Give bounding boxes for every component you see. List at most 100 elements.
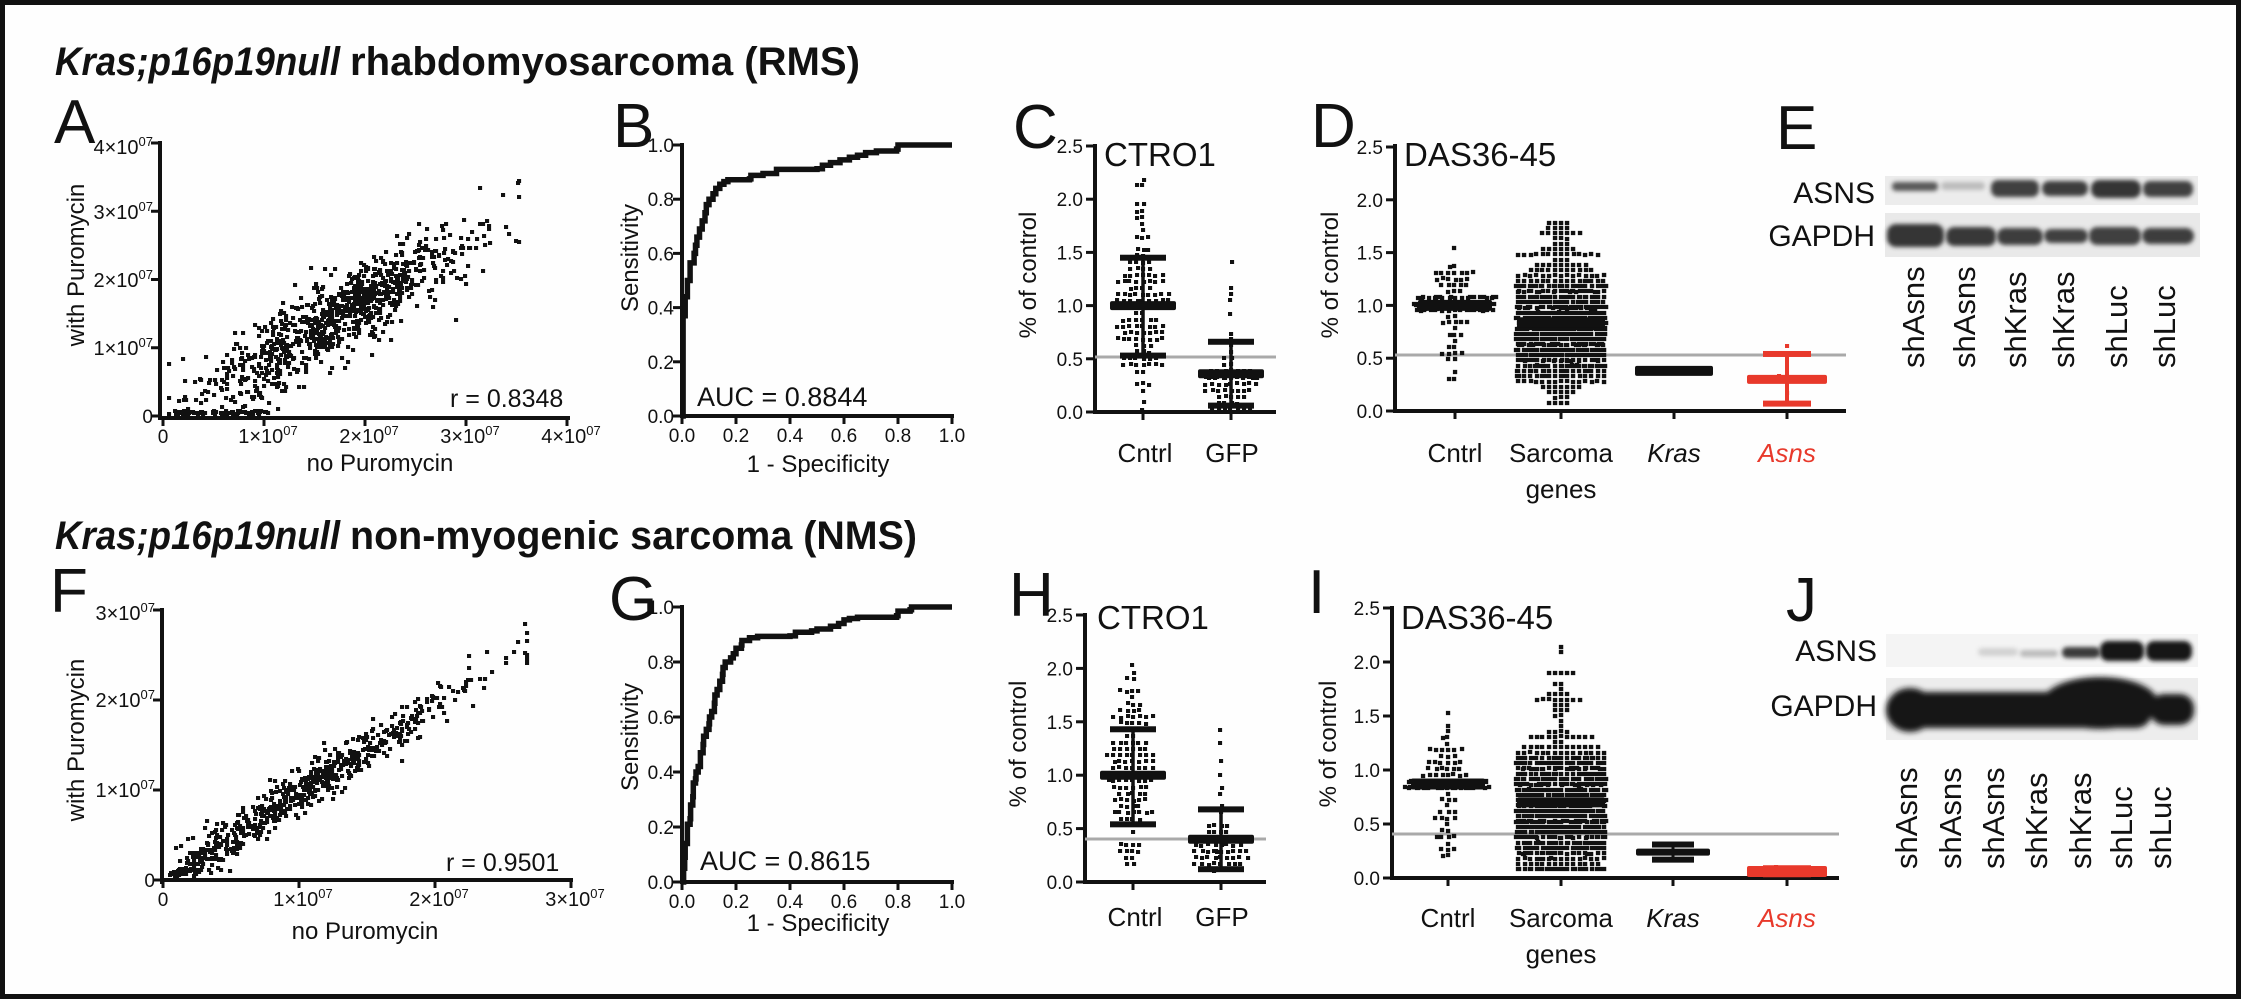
svg-text:F: F: [50, 557, 88, 626]
svg-text:D: D: [1311, 92, 1356, 161]
svg-text:1.0: 1.0: [1357, 296, 1383, 317]
svg-text:non-myogenic sarcoma (NMS): non-myogenic sarcoma (NMS): [350, 514, 917, 558]
svg-text:1 - Specificity: 1 - Specificity: [747, 910, 890, 937]
svg-text:Sensitivity: Sensitivity: [617, 204, 644, 312]
svg-text:0.0: 0.0: [648, 407, 674, 428]
svg-text:1.5: 1.5: [1357, 244, 1383, 265]
svg-text:genes: genes: [1526, 474, 1597, 504]
svg-text:0.4: 0.4: [648, 299, 675, 320]
svg-text:Kras;p16p19null: Kras;p16p19null: [55, 40, 341, 84]
svg-text:0.4: 0.4: [777, 892, 804, 913]
svg-text:G: G: [609, 565, 657, 634]
svg-text:1.0: 1.0: [939, 426, 965, 447]
svg-text:Cntrl: Cntrl: [1428, 438, 1483, 468]
svg-text:0.4: 0.4: [777, 426, 804, 447]
svg-text:shLuc: shLuc: [2147, 285, 2182, 368]
svg-text:AUC = 0.8615: AUC = 0.8615: [700, 846, 870, 876]
svg-text:0.6: 0.6: [831, 892, 857, 913]
svg-text:shLuc: shLuc: [2143, 786, 2178, 869]
svg-text:2.0: 2.0: [1354, 653, 1380, 674]
svg-text:% of control: % of control: [1317, 212, 1344, 339]
svg-text:0.0: 0.0: [669, 892, 695, 913]
svg-text:E: E: [1776, 94, 1817, 163]
svg-text:% of control: % of control: [1015, 212, 1042, 339]
svg-text:0.6: 0.6: [648, 708, 674, 729]
svg-text:with Puromycin: with Puromycin: [63, 659, 90, 823]
svg-text:J: J: [1786, 566, 1817, 635]
svg-text:1.5: 1.5: [1354, 707, 1380, 728]
svg-text:GFP: GFP: [1205, 438, 1258, 468]
svg-text:0.5: 0.5: [1047, 820, 1073, 841]
svg-text:Asns: Asns: [1756, 903, 1816, 933]
svg-text:0.0: 0.0: [1047, 873, 1073, 894]
svg-text:% of control: % of control: [1315, 681, 1342, 808]
svg-text:Kras: Kras: [1646, 903, 1699, 933]
svg-text:shKras: shKras: [2063, 773, 2098, 869]
svg-text:0.4: 0.4: [648, 763, 675, 784]
svg-text:1.0: 1.0: [1057, 297, 1083, 318]
svg-text:1.5: 1.5: [1047, 713, 1073, 734]
svg-text:2.5: 2.5: [1357, 138, 1383, 159]
svg-text:1.0: 1.0: [648, 136, 674, 157]
svg-text:ASNS: ASNS: [1795, 635, 1877, 668]
svg-text:0.8: 0.8: [648, 653, 674, 674]
svg-text:2.5: 2.5: [1047, 606, 1073, 627]
svg-text:Cntrl: Cntrl: [1108, 902, 1163, 932]
svg-text:Sarcoma: Sarcoma: [1509, 438, 1614, 468]
svg-text:1.0: 1.0: [1047, 766, 1073, 787]
svg-text:2.5: 2.5: [1354, 599, 1380, 620]
svg-text:4×1007: 4×1007: [541, 423, 601, 448]
svg-text:shAsns: shAsns: [1947, 266, 1982, 368]
svg-text:shAsns: shAsns: [1896, 266, 1931, 368]
svg-text:shKras: shKras: [2019, 773, 2054, 869]
svg-text:0.0: 0.0: [1357, 402, 1383, 423]
svg-text:0.2: 0.2: [723, 426, 749, 447]
svg-text:0.5: 0.5: [1057, 350, 1083, 371]
svg-text:shKras: shKras: [1998, 272, 2033, 368]
svg-text:0.5: 0.5: [1354, 815, 1380, 836]
svg-text:0: 0: [158, 427, 169, 448]
svg-text:r = 0.9501: r = 0.9501: [446, 849, 559, 877]
svg-text:Cntrl: Cntrl: [1118, 438, 1173, 468]
svg-text:rhabdomyosarcoma (RMS): rhabdomyosarcoma (RMS): [350, 40, 860, 84]
svg-text:ASNS: ASNS: [1793, 177, 1875, 210]
svg-text:0: 0: [158, 890, 169, 911]
svg-text:1×1007: 1×1007: [273, 886, 333, 911]
svg-text:genes: genes: [1526, 939, 1597, 969]
svg-text:shAsns: shAsns: [1889, 767, 1924, 869]
svg-text:with Puromycin: with Puromycin: [63, 184, 90, 348]
svg-text:1.0: 1.0: [648, 598, 674, 619]
svg-text:0.0: 0.0: [1057, 403, 1083, 424]
svg-text:shAsns: shAsns: [1933, 767, 1968, 869]
svg-text:no Puromycin: no Puromycin: [307, 450, 454, 477]
svg-text:1.0: 1.0: [939, 892, 965, 913]
svg-text:no Puromycin: no Puromycin: [292, 918, 439, 945]
svg-text:H: H: [1009, 561, 1054, 630]
svg-text:shLuc: shLuc: [2099, 285, 2134, 368]
svg-text:1.5: 1.5: [1057, 243, 1083, 264]
svg-text:1 - Specificity: 1 - Specificity: [747, 451, 890, 478]
svg-text:2.0: 2.0: [1047, 659, 1073, 680]
svg-text:Sarcoma: Sarcoma: [1509, 903, 1614, 933]
svg-text:GAPDH: GAPDH: [1768, 220, 1875, 253]
svg-text:B: B: [613, 92, 654, 161]
svg-text:0.8: 0.8: [885, 892, 911, 913]
svg-text:0.8: 0.8: [648, 190, 674, 211]
svg-text:0.8: 0.8: [885, 426, 911, 447]
svg-text:Cntrl: Cntrl: [1421, 903, 1476, 933]
svg-text:AUC = 0.8844: AUC = 0.8844: [697, 382, 867, 412]
svg-text:% of control: % of control: [1005, 681, 1032, 808]
svg-text:0.2: 0.2: [648, 818, 674, 839]
svg-text:2.0: 2.0: [1357, 191, 1383, 212]
svg-text:0: 0: [144, 871, 155, 892]
svg-text:shKras: shKras: [2046, 272, 2081, 368]
svg-text:shAsns: shAsns: [1976, 767, 2011, 869]
svg-text:Sensitivity: Sensitivity: [617, 683, 644, 791]
svg-text:I: I: [1308, 558, 1325, 627]
svg-text:shLuc: shLuc: [2104, 786, 2139, 869]
svg-text:0.0: 0.0: [1354, 869, 1380, 890]
svg-text:0.2: 0.2: [648, 353, 674, 374]
svg-text:GAPDH: GAPDH: [1770, 690, 1877, 723]
svg-text:DAS36-45: DAS36-45: [1404, 136, 1556, 173]
svg-text:0.5: 0.5: [1357, 349, 1383, 370]
